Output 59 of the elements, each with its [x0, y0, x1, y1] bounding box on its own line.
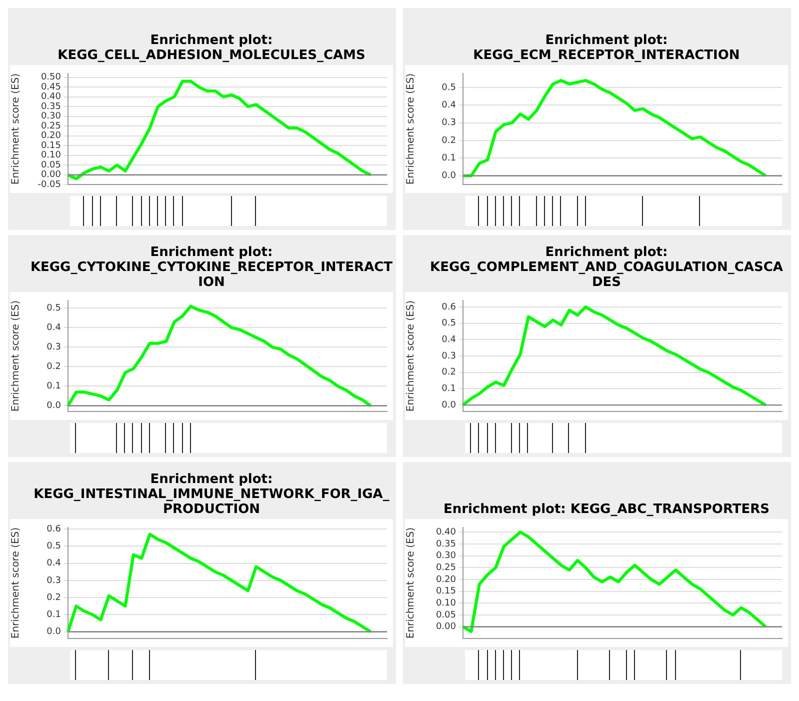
y-tick-label: 0.40 [40, 92, 62, 102]
y-tick-label: -0.05 [38, 180, 61, 190]
y-tick-label: 0.15 [40, 140, 61, 151]
y-tick-label: 0.6 [442, 302, 456, 312]
y-tick-label: 0.3 [442, 118, 456, 128]
y-tick-label: 0.10 [40, 150, 62, 161]
chart-title: Enrichment plot: KEGG_CYTOKINE_CYTOKINE_RECEPTOR_INTERACTION [29, 245, 393, 290]
y-tick-label: 0.2 [442, 368, 456, 378]
y-axis-title: Enrichment score (ES) [406, 300, 417, 412]
y-tick-label: 0.2 [46, 592, 61, 603]
y-tick-label: 0.4 [442, 100, 456, 111]
y-tick-label: 0.0 [46, 401, 62, 412]
y-axis-title: Enrichment score (ES) [10, 73, 22, 185]
y-tick-label: 0.3 [442, 351, 456, 362]
y-tick-label: 0.10 [436, 598, 456, 608]
y-axis-title: Enrichment score (ES) [406, 527, 417, 639]
y-tick-label: 0.4 [46, 558, 62, 569]
y-tick-label: 0.05 [40, 160, 61, 170]
y-tick-label: 0.5 [46, 542, 61, 552]
y-tick-label: 0.6 [46, 524, 62, 534]
y-tick-label: 0.5 [442, 82, 456, 93]
chart-title: Enrichment plot: KEGG_ECM_RECEPTOR_INTERACTION [472, 33, 741, 63]
y-tick-label: 0.00 [40, 170, 62, 180]
y-tick-label: 0.5 [442, 318, 456, 329]
y-tick-label: 0.0 [442, 171, 456, 182]
y-tick-label: 0.1 [46, 382, 61, 392]
y-tick-label: 0.05 [436, 610, 456, 620]
y-tick-label: 0.1 [46, 610, 61, 620]
y-tick-label: 0.4 [442, 334, 456, 345]
chart-title: Enrichment plot: KEGG_COMPLEMENT_AND_COAGULATION_CASCADES [429, 245, 784, 290]
y-tick-label: 0.00 [436, 622, 456, 632]
y-tick-label: 0.5 [46, 304, 61, 314]
y-tick-label: 0.0 [46, 627, 62, 638]
y-tick-label: 0.40 [436, 527, 456, 538]
y-tick-label: 0.30 [40, 112, 62, 122]
y-tick-label: 0.1 [442, 384, 456, 394]
y-axis-title: Enrichment score (ES) [10, 300, 22, 412]
y-tick-label: 0.25 [436, 562, 456, 573]
y-tick-label: 0.50 [40, 72, 62, 83]
y-tick-label: 0.0 [442, 400, 456, 410]
y-tick-label: 0.35 [40, 102, 61, 112]
chart-title: Enrichment plot: KEGG_INTESTINAL_IMMUNE_NETWORK_FOR_IGA_PRODUCTION [32, 472, 390, 517]
y-tick-label: 0.1 [442, 153, 456, 164]
y-tick-label: 0.20 [40, 131, 62, 142]
y-tick-label: 0.3 [46, 342, 61, 353]
y-tick-label: 0.35 [436, 539, 456, 550]
y-tick-label: 0.3 [46, 576, 61, 586]
y-axis-title: Enrichment score (ES) [10, 527, 22, 639]
y-tick-label: 0.15 [436, 586, 456, 597]
y-tick-label: 0.2 [46, 362, 61, 372]
y-tick-label: 0.4 [46, 323, 62, 334]
y-axis-title: Enrichment score (ES) [406, 73, 417, 185]
y-tick-label: 0.20 [436, 574, 456, 585]
y-tick-label: 0.45 [40, 82, 61, 92]
chart-title: Enrichment plot: KEGG_ABC_TRANSPORTERS [442, 502, 771, 517]
chart-title: Enrichment plot: KEGG_CELL_ADHESION_MOLECULES_CAMS [56, 33, 366, 63]
y-tick-label: 0.25 [40, 121, 61, 132]
y-tick-label: 0.30 [436, 551, 456, 562]
y-tick-label: 0.2 [442, 136, 456, 146]
